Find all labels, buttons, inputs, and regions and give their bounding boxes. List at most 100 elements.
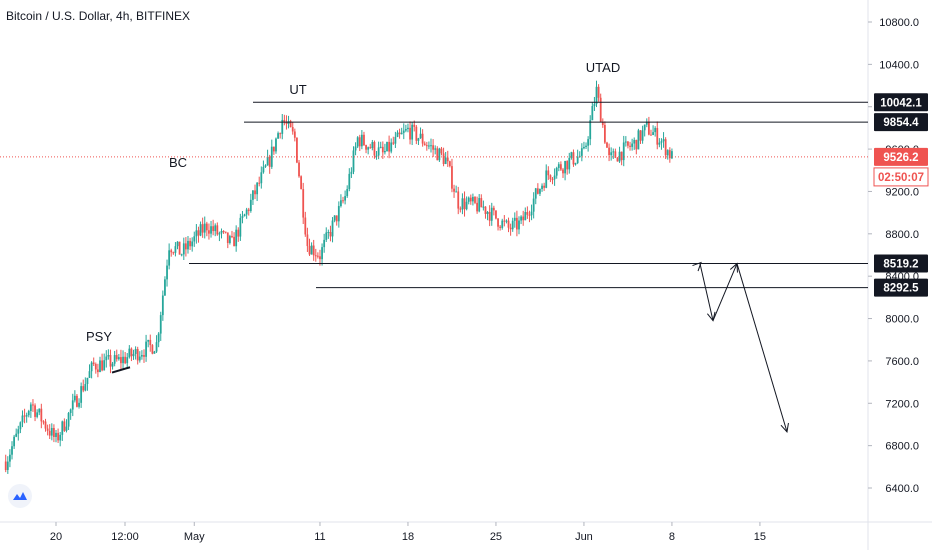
candle-body bbox=[218, 233, 221, 235]
candle-body bbox=[25, 415, 28, 417]
candle-body bbox=[17, 429, 20, 434]
price-level-badge[interactable] bbox=[874, 254, 928, 273]
candle-body bbox=[314, 255, 317, 257]
projection-segment[interactable] bbox=[712, 263, 738, 321]
arrow-head-icon bbox=[780, 422, 789, 433]
candle-body bbox=[208, 230, 210, 234]
projection-segment[interactable] bbox=[736, 263, 788, 433]
candle-body bbox=[203, 223, 206, 233]
candle-body bbox=[474, 196, 476, 203]
candle-body bbox=[155, 342, 158, 352]
y-tick-label: 6800.0 bbox=[885, 441, 919, 453]
current-price-badge[interactable] bbox=[874, 147, 928, 166]
price-level-label: 9526.2 bbox=[883, 152, 918, 164]
candle-body bbox=[275, 138, 277, 152]
candle-body bbox=[176, 241, 179, 247]
candle-body bbox=[252, 190, 254, 200]
candle-body bbox=[228, 236, 231, 243]
candle-body bbox=[639, 130, 642, 141]
price-level-badge[interactable] bbox=[874, 278, 928, 297]
candle-body bbox=[11, 446, 13, 455]
candle-body bbox=[235, 229, 238, 247]
candle-body bbox=[170, 250, 173, 253]
candle-body bbox=[195, 230, 198, 237]
candle-body bbox=[522, 216, 525, 221]
candle-body bbox=[53, 428, 55, 437]
candle-body bbox=[612, 151, 615, 153]
candle-body bbox=[50, 428, 53, 436]
price-level-badge[interactable] bbox=[874, 93, 928, 112]
candle-body bbox=[224, 231, 227, 233]
candle-body bbox=[568, 157, 571, 170]
candle-body bbox=[654, 128, 657, 133]
candle-body bbox=[308, 246, 311, 255]
x-tick-label: 15 bbox=[754, 531, 766, 543]
candle-body bbox=[344, 196, 347, 201]
y-tick-label: 10400.0 bbox=[879, 59, 919, 71]
candle-body bbox=[631, 143, 634, 147]
candle-body bbox=[564, 161, 566, 174]
candle-body bbox=[574, 162, 577, 165]
candle-body bbox=[425, 145, 428, 147]
candle-body bbox=[480, 198, 483, 208]
y-tick-label: 8800.0 bbox=[885, 229, 919, 241]
candle-body bbox=[593, 104, 596, 107]
price-level-label: 8292.5 bbox=[883, 283, 919, 295]
candle-body bbox=[189, 240, 191, 247]
candle-body bbox=[6, 461, 9, 470]
candle-body bbox=[497, 218, 499, 227]
y-tick-label: 10800.0 bbox=[879, 17, 919, 29]
tradingview-logo-icon[interactable] bbox=[8, 484, 32, 508]
candle-body bbox=[63, 421, 66, 431]
candle-body bbox=[647, 121, 650, 135]
candle-body bbox=[323, 239, 326, 248]
candle-body bbox=[178, 241, 181, 255]
candle-body bbox=[507, 220, 510, 228]
wyckoff-label: BC bbox=[169, 155, 187, 170]
candle-body bbox=[254, 190, 256, 195]
candle-body bbox=[73, 395, 76, 401]
candle-body bbox=[296, 137, 298, 163]
candle-body bbox=[388, 141, 391, 152]
candle-body bbox=[539, 188, 541, 194]
candle-body bbox=[19, 422, 22, 430]
candle-body bbox=[664, 139, 667, 156]
candle-body bbox=[616, 157, 619, 162]
projection-segment[interactable] bbox=[699, 263, 714, 321]
candle-body bbox=[633, 139, 636, 144]
candle-body bbox=[109, 354, 112, 367]
candle-body bbox=[430, 145, 432, 147]
candle-body bbox=[373, 142, 376, 156]
candle-body bbox=[124, 356, 127, 364]
candle-body bbox=[327, 231, 330, 233]
candle-body bbox=[191, 241, 194, 247]
candle-body bbox=[128, 348, 131, 358]
candle-body bbox=[419, 133, 422, 139]
candle-body bbox=[637, 130, 640, 150]
candle-body bbox=[59, 434, 62, 441]
candle-body bbox=[526, 212, 529, 215]
candle-body bbox=[103, 360, 106, 371]
candle-body bbox=[501, 220, 504, 228]
candle-body bbox=[614, 151, 617, 158]
candle-body bbox=[371, 142, 374, 149]
price-level-badge[interactable] bbox=[874, 113, 928, 132]
candle-body bbox=[113, 355, 116, 364]
candle-body bbox=[513, 217, 516, 221]
candle-body bbox=[660, 141, 663, 143]
candle-body bbox=[57, 432, 59, 441]
candle-body bbox=[396, 132, 399, 137]
psy-trendline bbox=[111, 366, 131, 374]
candle-body bbox=[130, 348, 133, 357]
candle-body bbox=[80, 386, 83, 403]
candle-body bbox=[379, 146, 382, 148]
candle-body bbox=[461, 198, 464, 210]
candle-body bbox=[197, 230, 200, 236]
candle-body bbox=[32, 404, 34, 406]
candle-body bbox=[115, 355, 118, 360]
candle-body bbox=[182, 243, 185, 255]
candle-body bbox=[603, 125, 606, 143]
candle-body bbox=[126, 357, 129, 364]
candle-body bbox=[90, 362, 93, 372]
